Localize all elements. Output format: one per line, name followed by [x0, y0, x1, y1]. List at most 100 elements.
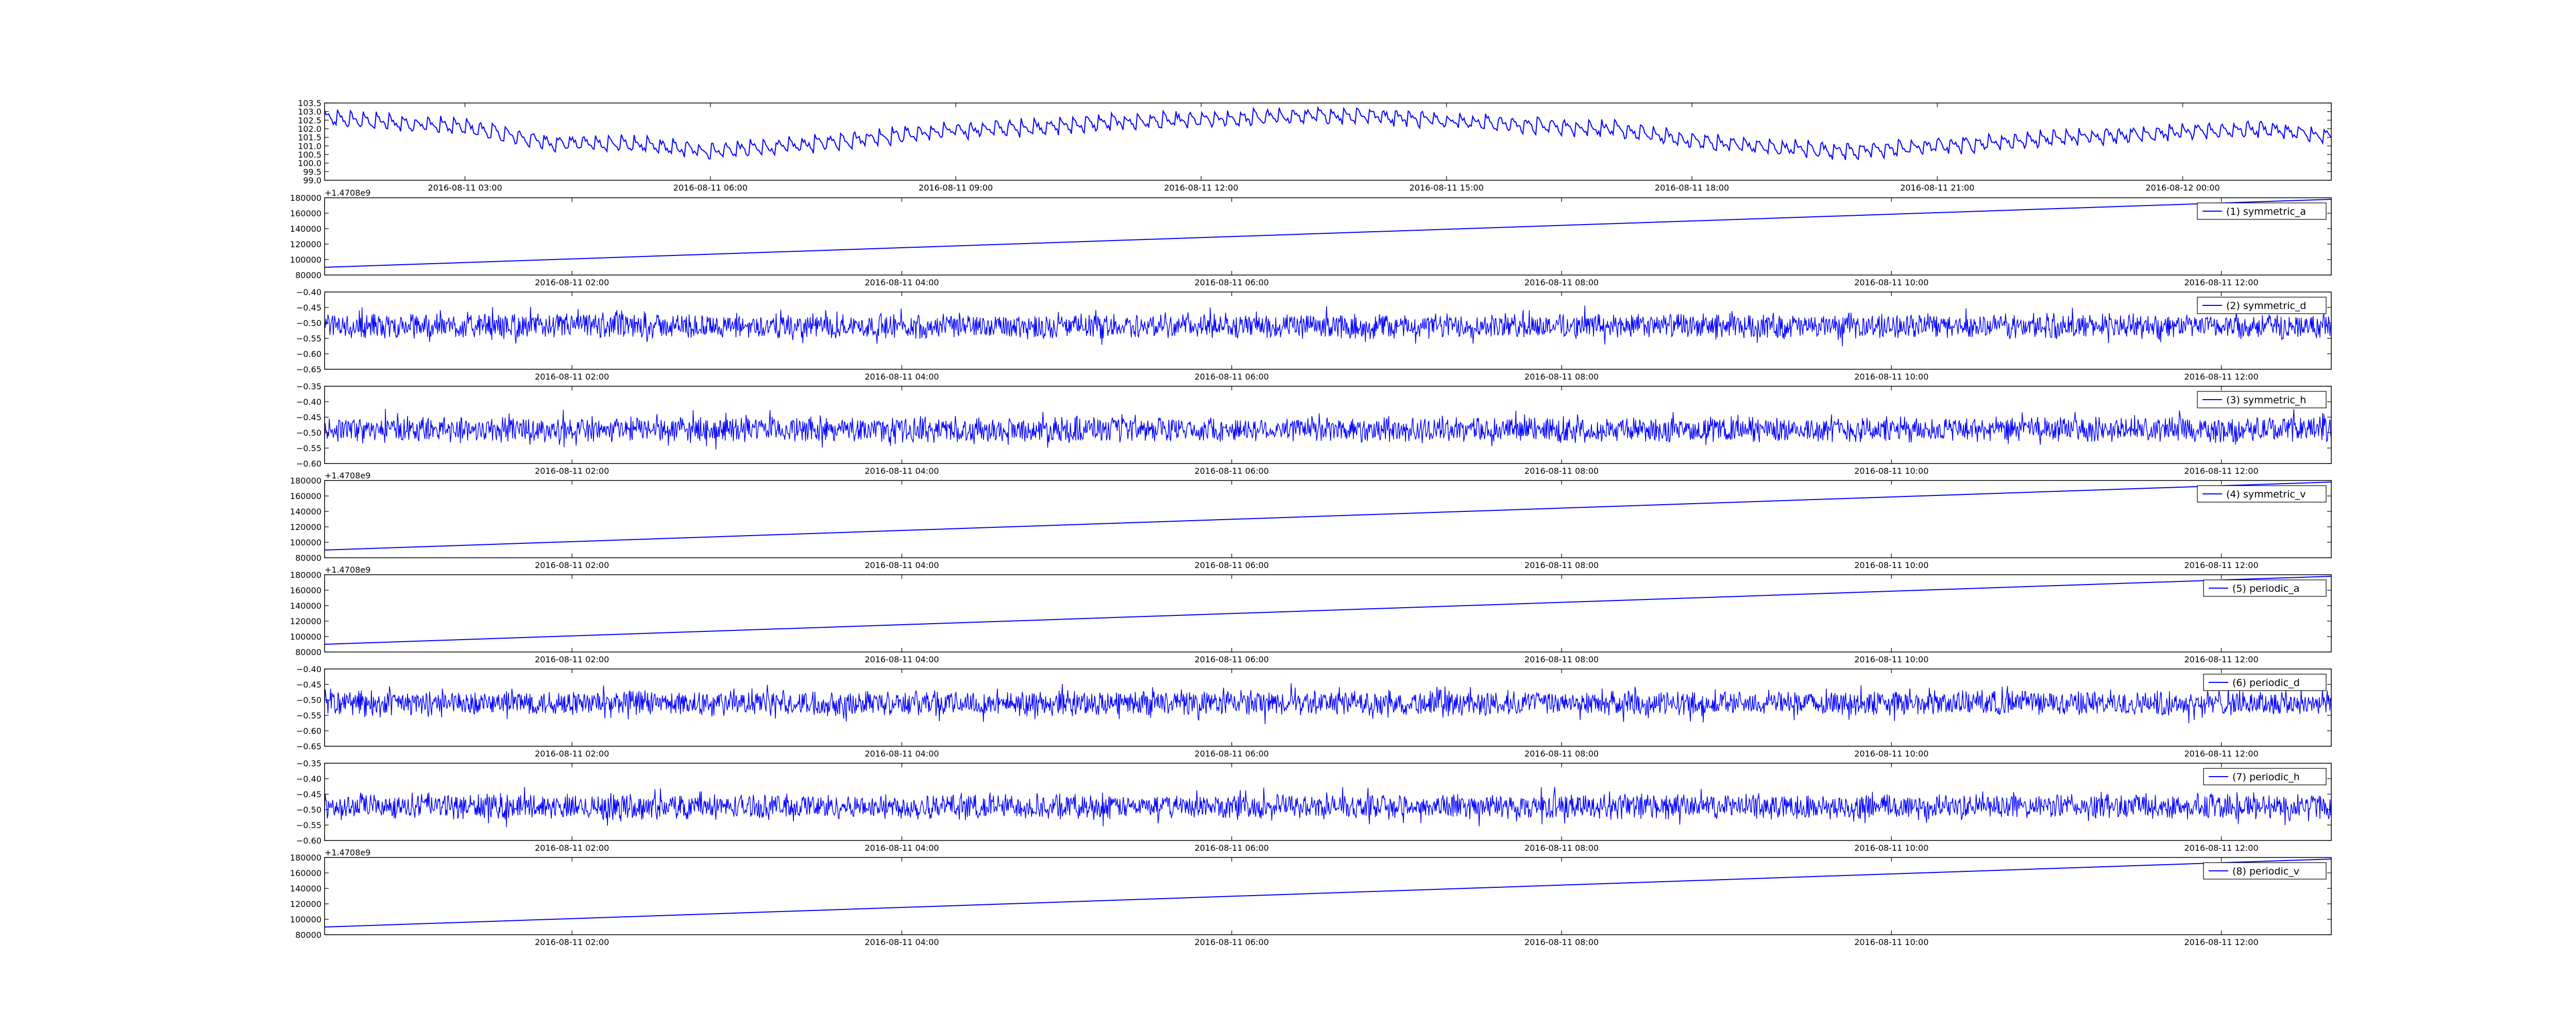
y-tick-label: 180000 — [290, 853, 321, 863]
y-tick-label: 180000 — [290, 476, 321, 486]
axes-frame — [324, 668, 2332, 747]
x-tick-label: 2016-08-11 04:00 — [865, 372, 939, 382]
legend-label: (4) symmetric_v — [2226, 489, 2306, 500]
x-tick-label: 2016-08-11 06:00 — [1195, 937, 1269, 947]
y-tick-label: 102.0 — [298, 124, 321, 134]
y-tick-label: 102.5 — [298, 115, 321, 125]
axes-frame — [324, 386, 2332, 464]
y-tick-label: 100000 — [290, 632, 321, 642]
series-line — [325, 482, 2331, 551]
axes-frame — [324, 291, 2332, 370]
y-tick-label: 100.5 — [298, 150, 321, 160]
axes-frame — [324, 574, 2332, 653]
legend-label: (7) periodic_h — [2232, 771, 2300, 783]
y-tick-label: 100000 — [290, 538, 321, 547]
y-tick-label: −0.55 — [296, 334, 321, 344]
y-tick-label: 101.0 — [298, 141, 321, 151]
x-tick-label: 2016-08-11 08:00 — [1524, 843, 1599, 853]
x-tick-label: 2016-08-11 06:00 — [1195, 466, 1269, 476]
y-tick-label: −0.55 — [296, 711, 321, 720]
y-tick-label: 103.0 — [298, 107, 321, 117]
offset-label: +1.4708e9 — [325, 188, 370, 198]
y-tick-label: −0.35 — [296, 382, 321, 391]
x-tick-label: 2016-08-11 06:00 — [1195, 843, 1269, 853]
y-tick-label: 99.5 — [303, 167, 321, 177]
x-tick-label: 2016-08-11 10:00 — [1854, 655, 1928, 664]
series-line — [325, 199, 2331, 268]
x-tick-label: 2016-08-11 10:00 — [1854, 278, 1928, 287]
y-tick-label: −0.40 — [296, 664, 321, 674]
y-tick-label: −0.55 — [296, 443, 321, 453]
series-line — [325, 576, 2331, 645]
y-tick-label: 180000 — [290, 193, 321, 203]
y-tick-label: 80000 — [295, 270, 321, 280]
y-tick-label: 101.5 — [298, 133, 321, 143]
x-tick-label: 2016-08-11 12:00 — [2184, 937, 2258, 947]
x-tick-label: 2016-08-11 02:00 — [535, 466, 609, 476]
y-tick-label: −0.45 — [296, 789, 321, 799]
y-tick-label: −0.50 — [296, 805, 321, 815]
x-tick-label: 2016-08-11 04:00 — [865, 466, 939, 476]
y-tick-label: 80000 — [295, 930, 321, 940]
y-tick-label: −0.55 — [296, 820, 321, 830]
y-tick-label: −0.60 — [296, 349, 321, 359]
axes-frame — [324, 197, 2332, 276]
x-tick-label: 2016-08-12 00:00 — [2145, 183, 2219, 193]
legend-label: (5) periodic_a — [2232, 583, 2299, 594]
legend: (3) symmetric_h — [2197, 391, 2327, 408]
y-tick-label: −0.45 — [296, 303, 321, 313]
x-tick-label: 2016-08-11 06:00 — [1195, 278, 1269, 287]
series-line — [325, 786, 2331, 828]
x-tick-label: 2016-08-11 02:00 — [535, 937, 609, 947]
x-tick-label: 2016-08-11 08:00 — [1524, 560, 1599, 570]
axes-frame — [324, 102, 2332, 181]
y-tick-label: −0.65 — [296, 365, 321, 374]
y-tick-label: −0.35 — [296, 759, 321, 768]
panel-0: 99.099.5100.0100.5101.0101.5102.0102.510… — [298, 98, 2332, 193]
panel-2: −0.65 −0.60 −0.55 −0.50 −0.45 −0.40 2016-08-11… — [296, 287, 2332, 382]
y-tick-label: 100000 — [290, 915, 321, 924]
x-tick-label: 2016-08-11 10:00 — [1854, 560, 1928, 570]
x-tick-label: 2016-08-11 10:00 — [1854, 843, 1928, 853]
axes-frame — [324, 480, 2332, 558]
x-tick-label: 2016-08-11 04:00 — [865, 843, 939, 853]
y-tick-label: −0.60 — [296, 836, 321, 846]
x-tick-label: 2016-08-11 03:00 — [428, 183, 502, 193]
y-tick-label: −0.45 — [296, 680, 321, 690]
y-tick-label: −0.65 — [296, 742, 321, 751]
legend-label: (2) symmetric_d — [2226, 300, 2306, 312]
panel-8: 80000 100000 120000 140000 160000 180000 2016-… — [290, 848, 2332, 947]
legend: (5) periodic_a — [2203, 579, 2327, 597]
x-tick-label: 2016-08-11 08:00 — [1524, 278, 1599, 287]
y-tick-label: −0.45 — [296, 413, 321, 422]
x-tick-label: 2016-08-11 06:00 — [1195, 372, 1269, 382]
panel-7: −0.60 −0.55 −0.50 −0.45 −0.40 −0.35 2016-08-11… — [296, 759, 2332, 853]
x-tick-label: 2016-08-11 02:00 — [535, 749, 609, 759]
y-tick-label: 100.0 — [298, 159, 321, 168]
x-tick-label: 2016-08-11 10:00 — [1854, 749, 1928, 759]
y-tick-label: −0.60 — [296, 726, 321, 736]
legend-label: (3) symmetric_h — [2226, 394, 2306, 406]
y-tick-label: 160000 — [290, 586, 321, 595]
x-tick-label: 2016-08-11 04:00 — [865, 560, 939, 570]
x-tick-label: 2016-08-11 02:00 — [535, 843, 609, 853]
panel-1: 80000 100000 120000 140000 160000 180000 2016-… — [290, 188, 2332, 287]
x-tick-label: 2016-08-11 08:00 — [1524, 937, 1599, 947]
offset-label: +1.4708e9 — [325, 471, 370, 480]
x-tick-label: 2016-08-11 04:00 — [865, 937, 939, 947]
x-tick-label: 2016-08-11 09:00 — [919, 183, 993, 193]
y-tick-label: −0.50 — [296, 695, 321, 705]
x-tick-label: 2016-08-11 12:00 — [2184, 560, 2258, 570]
x-tick-label: 2016-08-11 10:00 — [1854, 372, 1928, 382]
series-line — [325, 106, 2331, 161]
y-tick-label: 160000 — [290, 491, 321, 501]
x-tick-label: 2016-08-11 10:00 — [1854, 466, 1928, 476]
x-tick-label: 2016-08-11 02:00 — [535, 278, 609, 287]
x-tick-label: 2016-08-11 06:00 — [673, 183, 748, 193]
x-tick-label: 2016-08-11 18:00 — [1655, 183, 1729, 193]
x-tick-label: 2016-08-11 15:00 — [1410, 183, 1484, 193]
x-tick-label: 2016-08-11 04:00 — [865, 749, 939, 759]
series-line — [325, 859, 2331, 928]
x-tick-label: 2016-08-11 12:00 — [1164, 183, 1238, 193]
